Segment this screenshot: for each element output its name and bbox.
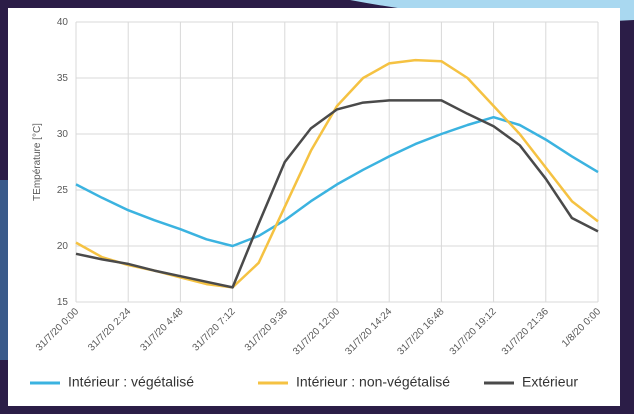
legend-label: Extérieur: [522, 374, 578, 390]
y-tick-label: 25: [57, 185, 69, 196]
y-tick-label: 15: [57, 297, 69, 308]
y-tick-label: 20: [57, 241, 69, 252]
y-tick-label: 35: [57, 73, 69, 84]
y-axis-label: TEmpérature [°C]: [32, 123, 43, 201]
y-tick-label: 30: [57, 129, 69, 140]
y-tick-label: 40: [57, 17, 69, 28]
chart: TEmpérature [°C] 15202530354031/7/20 0:0…: [0, 0, 634, 414]
legend-label: Intérieur : végétalisé: [68, 374, 194, 390]
legend-label: Intérieur : non-végétalisé: [296, 374, 450, 390]
